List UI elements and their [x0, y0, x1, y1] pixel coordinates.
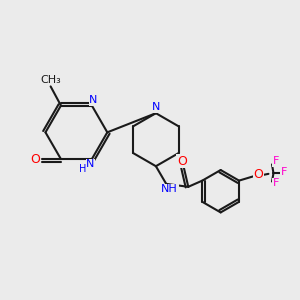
Text: F: F — [273, 157, 279, 166]
Text: H: H — [79, 164, 86, 174]
Text: F: F — [273, 178, 279, 188]
Text: N: N — [89, 95, 98, 105]
Text: NH: NH — [161, 184, 178, 194]
Text: O: O — [177, 155, 187, 168]
Text: N: N — [152, 102, 160, 112]
Text: N: N — [86, 159, 94, 170]
Text: O: O — [30, 153, 40, 166]
Text: F: F — [281, 167, 287, 177]
Text: O: O — [253, 168, 263, 181]
Text: CH₃: CH₃ — [40, 75, 61, 85]
